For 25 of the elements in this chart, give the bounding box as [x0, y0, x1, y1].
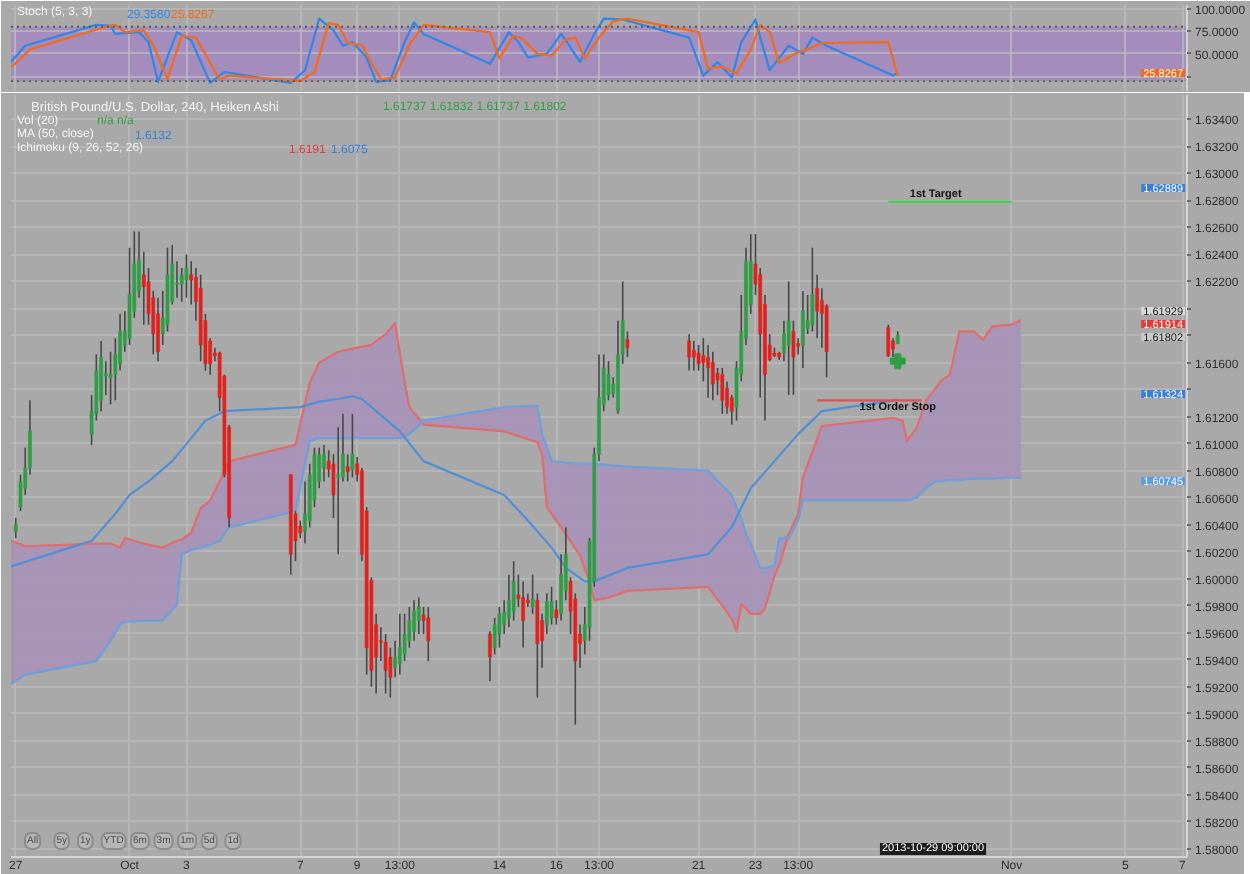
candlestick — [156, 296, 160, 362]
candlestick — [13, 517, 18, 539]
candlestick — [692, 340, 696, 372]
candlestick — [521, 580, 525, 649]
candlestick — [184, 253, 189, 299]
candlestick — [801, 290, 805, 369]
candlestick — [549, 585, 554, 626]
candlestick — [886, 323, 891, 358]
candlestick — [710, 350, 715, 402]
candlestick — [350, 413, 355, 479]
candlestick — [786, 280, 791, 396]
candlestick — [322, 444, 326, 483]
candlestick — [720, 367, 725, 415]
candlestick — [426, 606, 431, 662]
line-series — [11, 404, 1023, 686]
candlestick — [416, 596, 421, 635]
candlestick — [706, 344, 710, 399]
candlestick — [412, 599, 416, 642]
candlestick — [398, 613, 402, 676]
candlestick — [383, 633, 388, 695]
candlestick — [687, 333, 691, 372]
candlestick — [511, 560, 516, 622]
candlestick — [104, 360, 108, 396]
candlestick — [497, 606, 502, 649]
candlestick — [810, 246, 815, 333]
